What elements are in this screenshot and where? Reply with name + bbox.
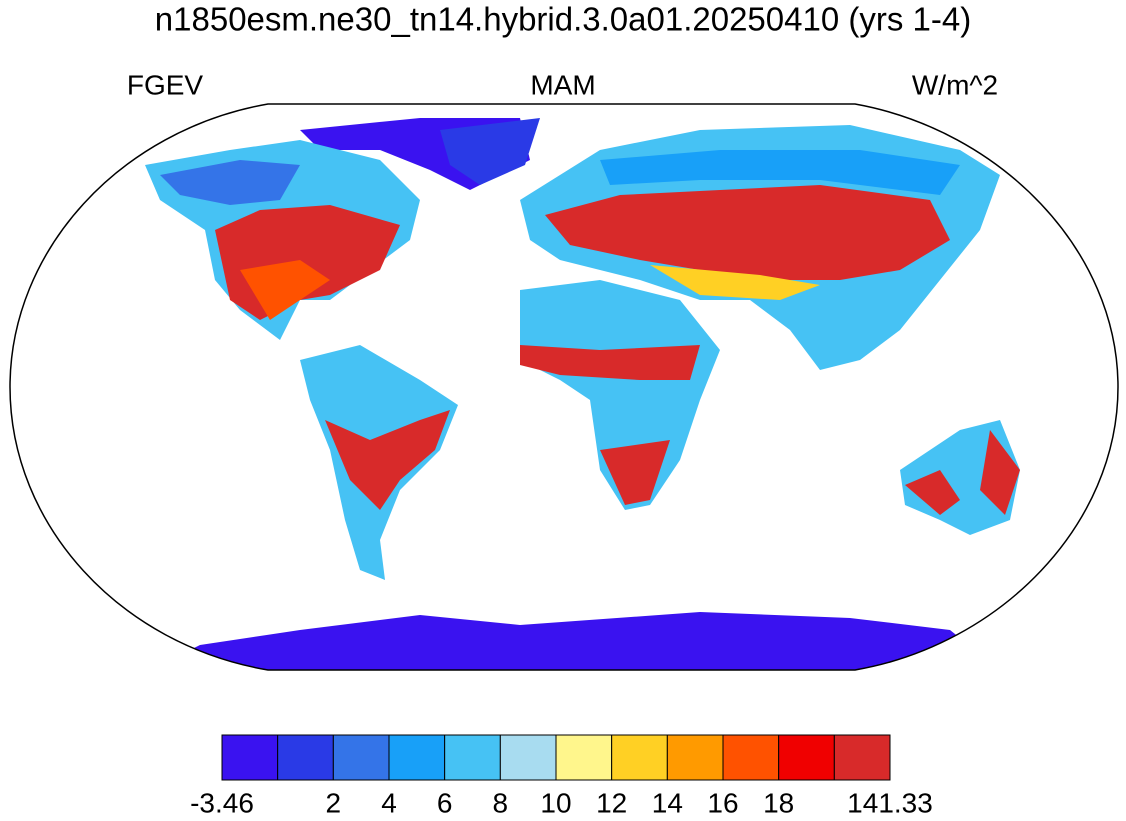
center-label: MAM bbox=[530, 69, 595, 100]
colorbar-label: 16 bbox=[707, 787, 738, 818]
colorbar-label: 10 bbox=[540, 787, 571, 818]
right-label: W/m^2 bbox=[912, 69, 998, 100]
colorbar-label: 6 bbox=[437, 787, 453, 818]
colorbar-label: 18 bbox=[763, 787, 794, 818]
colorbar-box bbox=[833, 734, 891, 781]
colorbar-box bbox=[277, 734, 334, 781]
colorbar-box bbox=[666, 734, 724, 781]
eurasia-north bbox=[600, 150, 960, 195]
colorbar-box bbox=[611, 734, 668, 781]
africa-south bbox=[600, 440, 670, 505]
map bbox=[9, 103, 1119, 671]
colorbar-label: 4 bbox=[381, 787, 397, 818]
colorbar-label: 141.33 bbox=[847, 787, 933, 818]
colorbar-label: 8 bbox=[493, 787, 509, 818]
colorbar-box bbox=[555, 734, 613, 781]
australia-east bbox=[980, 430, 1020, 515]
sa-hot bbox=[325, 410, 450, 510]
colorbar: -3.46 2 4 6 8 10 12 14 16 18 141.33 bbox=[190, 734, 933, 818]
greenland-east bbox=[440, 118, 540, 185]
na-north bbox=[160, 160, 300, 205]
colorbar-label: 12 bbox=[596, 787, 627, 818]
colorbar-box bbox=[221, 734, 279, 781]
colorbar-label: 2 bbox=[326, 787, 342, 818]
australia-west bbox=[905, 470, 960, 515]
na-mid bbox=[240, 260, 330, 320]
colorbar-label: -3.46 bbox=[190, 787, 254, 818]
africa-sahel bbox=[520, 345, 700, 380]
na-hot bbox=[215, 205, 400, 320]
land bbox=[145, 118, 1020, 670]
colorbar-box bbox=[499, 734, 557, 781]
africa bbox=[520, 280, 720, 510]
left-label: FGEV bbox=[127, 69, 204, 100]
title: n1850esm.ne30_tn14.hybrid.3.0a01.2025041… bbox=[155, 1, 971, 38]
colorbar-box bbox=[388, 734, 446, 781]
antarctica bbox=[150, 612, 1000, 670]
eurasia-hot bbox=[545, 185, 950, 280]
colorbar-label: 14 bbox=[652, 787, 683, 818]
colorbar-box bbox=[332, 734, 390, 781]
colorbar-box bbox=[778, 734, 835, 781]
colorbar-box bbox=[722, 734, 780, 781]
colorbar-box bbox=[444, 734, 501, 781]
map-border bbox=[9, 103, 1119, 671]
eurasia-mid bbox=[650, 265, 820, 300]
